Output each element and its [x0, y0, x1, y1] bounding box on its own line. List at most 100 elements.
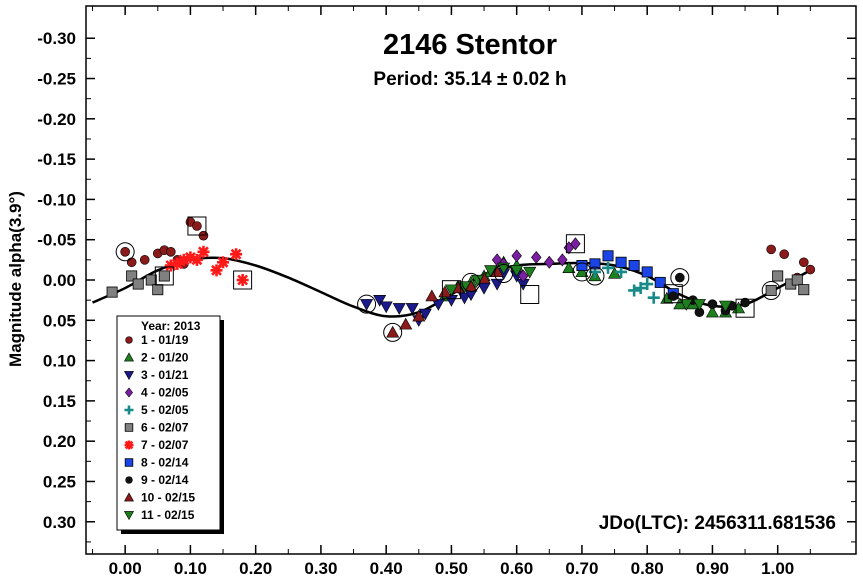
legend-label: 6 - 02/07	[141, 421, 189, 435]
legend-label: 3 - 01/21	[141, 368, 189, 382]
data-point	[628, 259, 640, 271]
data-point	[198, 230, 209, 241]
data-point	[772, 270, 784, 282]
x-tick-label: 0.80	[631, 559, 664, 578]
data-point	[386, 325, 400, 338]
x-tick-label: 0.50	[435, 559, 468, 578]
highlight-circle	[494, 264, 514, 284]
data-point	[779, 249, 790, 260]
data-point	[562, 261, 576, 274]
data-point	[510, 265, 524, 277]
data-point	[184, 251, 197, 264]
data-point	[791, 274, 803, 286]
highlight-square	[187, 216, 207, 236]
data-point	[192, 221, 202, 231]
legend-label: 8 - 02/14	[141, 456, 189, 470]
y-tick-label: -0.10	[37, 190, 76, 209]
data-point	[373, 295, 387, 307]
y-tick-label: 0.30	[43, 513, 76, 532]
y-tick-label: -0.30	[37, 29, 76, 48]
data-point	[679, 299, 693, 311]
data-point	[126, 257, 137, 268]
legend-marker	[123, 371, 135, 381]
y-tick-label: 0.05	[43, 311, 76, 330]
y-tick-label: 0.10	[43, 352, 76, 371]
highlight-markers	[115, 216, 781, 342]
data-point	[589, 258, 601, 270]
legend: Year: 2013 1 - 01/19 2 - 01/20 3 - 01/21 4 …	[116, 315, 224, 534]
data-point	[236, 274, 249, 286]
legend-marker	[123, 511, 135, 521]
legend-label: 11 - 02/15	[141, 508, 195, 522]
data-point	[490, 278, 504, 291]
highlight-circle	[761, 280, 781, 300]
x-tick-label: 0.30	[304, 559, 337, 578]
data-point	[418, 308, 432, 321]
data-point	[654, 276, 666, 288]
data-point	[132, 278, 144, 290]
data-point	[126, 270, 138, 282]
legend-marker	[125, 336, 133, 344]
data-point	[765, 284, 777, 296]
data-point	[152, 284, 164, 296]
data-point	[518, 269, 529, 283]
y-tick-label: -0.25	[37, 70, 76, 89]
data-point	[615, 256, 627, 268]
legend-label: 1 - 01/19	[141, 333, 189, 347]
data-point	[139, 255, 150, 265]
y-tick-label: 0.20	[43, 432, 76, 451]
highlight-square	[520, 285, 540, 305]
data-point	[628, 284, 641, 297]
y-tick-label: -0.20	[37, 110, 76, 129]
x-tick-label: 0.90	[696, 559, 729, 578]
legend-marker	[123, 492, 135, 502]
data-point	[798, 257, 809, 268]
data-point	[392, 303, 406, 315]
x-tick-label: 0.60	[500, 559, 533, 578]
data-point	[490, 265, 504, 278]
y-tick-label: 0.25	[43, 472, 76, 491]
data-point	[634, 282, 647, 295]
data-point	[405, 303, 419, 315]
x-tick-label: 1.00	[761, 559, 794, 578]
data-point	[602, 250, 614, 262]
data-point	[692, 299, 706, 311]
data-point	[497, 262, 511, 275]
highlight-circle	[383, 322, 403, 342]
highlight-circle	[461, 272, 481, 292]
chart-subtitle: Period: 35.14 ± 0.02 h	[373, 69, 566, 90]
y-tick-label: 0.15	[43, 392, 76, 411]
legend-title: Year: 2013	[141, 319, 201, 333]
data-point	[164, 259, 177, 272]
x-tick-label: 0.40	[370, 559, 403, 578]
x-tick-label: 0.20	[239, 559, 272, 578]
data-point	[484, 265, 498, 277]
data-point	[511, 249, 522, 263]
data-point	[570, 237, 581, 251]
legend-label: 7 - 02/07	[141, 438, 189, 452]
y-tick-label: -0.05	[37, 231, 76, 250]
legend-label: 9 - 02/14	[141, 473, 189, 487]
data-point	[438, 285, 452, 298]
data-point	[120, 246, 130, 257]
x-tick-label: 0.00	[109, 559, 142, 578]
legend-box	[116, 315, 221, 531]
highlight-circle	[115, 242, 135, 262]
highlight-circle	[357, 294, 377, 314]
x-tick-label: 0.10	[174, 559, 207, 578]
data-point	[431, 299, 445, 311]
data-point	[766, 244, 776, 255]
highlight-square	[663, 284, 683, 304]
data-point	[544, 255, 555, 269]
highlight-square	[441, 280, 461, 300]
data-point	[399, 317, 413, 330]
data-point	[641, 266, 653, 278]
axis-ticks	[86, 6, 856, 554]
legend-marker	[125, 476, 133, 484]
data-point	[217, 256, 230, 269]
legend-label: 5 - 02/05	[141, 403, 189, 417]
legend-marker	[124, 458, 134, 467]
data-point	[425, 289, 439, 302]
y-tick-label: -0.15	[37, 150, 76, 169]
